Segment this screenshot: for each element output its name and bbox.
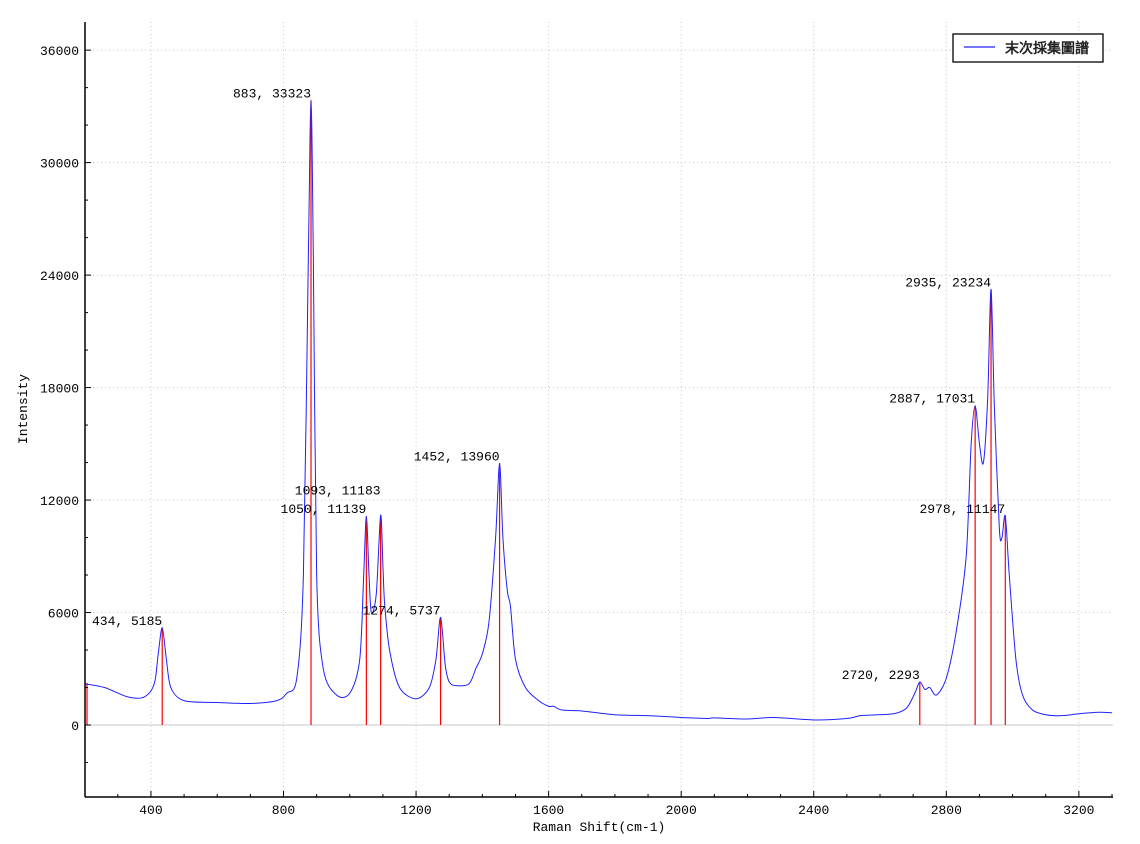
- y-tick-label: 0: [71, 719, 79, 734]
- y-tick-label: 36000: [40, 44, 79, 59]
- x-tick-label: 400: [139, 803, 162, 818]
- x-tick-label: 2800: [931, 803, 962, 818]
- legend-label: 末次採集圖譜: [1005, 40, 1089, 57]
- x-tick-label: 2400: [798, 803, 829, 818]
- peak-labels: 434, 5185 883, 33323 1050, 11139 1093, 1118…: [92, 86, 1005, 683]
- peak-label: 1050, 11139: [281, 502, 367, 517]
- peak-label: 883, 33323: [233, 86, 311, 101]
- peak-label: 2887, 17031: [889, 392, 975, 407]
- y-axis-title: Intensity: [16, 374, 31, 444]
- peak-label: 1452, 13960: [414, 449, 500, 464]
- y-tick-label: 24000: [40, 269, 79, 284]
- legend-box: [952, 33, 1104, 63]
- peak-label: 1093, 11183: [295, 483, 381, 498]
- x-tick-label: 800: [272, 803, 295, 818]
- peak-label: 2935, 23234: [905, 275, 991, 290]
- peak-label: 1274, 5737: [363, 603, 441, 618]
- x-tick-label: 2000: [666, 803, 697, 818]
- x-tick-label: 3200: [1063, 803, 1094, 818]
- y-tick-label: 12000: [40, 494, 79, 509]
- y-tick-label: 6000: [48, 607, 79, 622]
- y-tick-label: 30000: [40, 157, 79, 172]
- peak-label: 434, 5185: [92, 614, 162, 629]
- y-tick-label: 18000: [40, 382, 79, 397]
- spectrum-line: [84, 99, 1113, 721]
- peak-markers: [86, 100, 1006, 726]
- x-tick-label: 1200: [400, 803, 431, 818]
- peak-label: 2720, 2293: [842, 668, 920, 683]
- legend: 末次採集圖譜: [952, 33, 1104, 63]
- x-axis-title: Raman Shift(cm-1): [533, 820, 666, 835]
- axes: 400 800 1200 1600 2000 2400 2800 3200 0 6000 12000…: [40, 22, 1113, 818]
- x-tick-label: 1600: [533, 803, 564, 818]
- peak-label: 2978, 11147: [919, 502, 1005, 517]
- grid: [85, 22, 1113, 797]
